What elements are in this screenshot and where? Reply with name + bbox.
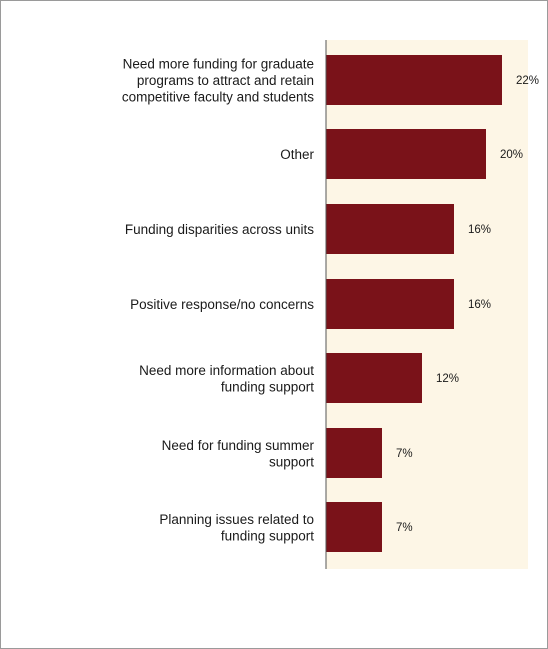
category-label-5-line-1: Need more information about — [139, 363, 314, 378]
category-label-1: Need more funding for graduate programs t… — [122, 57, 314, 105]
category-label-6-line-1: Need for funding summer — [162, 438, 315, 453]
bar-2 — [326, 129, 486, 179]
category-label-1-line-3: competitive faculty and students — [122, 90, 314, 105]
category-label-5-line-2: funding support — [221, 379, 314, 394]
value-label-3: 16% — [468, 224, 491, 236]
category-label-4: Positive response/no concerns — [130, 297, 314, 312]
category-label-6-line-2: support — [269, 454, 314, 469]
category-label-2: Other — [280, 147, 314, 162]
value-label-1: 22% — [516, 75, 539, 87]
bar-6 — [326, 428, 382, 478]
value-labels-group: 22% 20% 16% 16% 12% 7% 7% — [396, 75, 539, 534]
category-label-1-line-1: Need more funding for graduate — [123, 57, 314, 72]
category-label-5: Need more information about funding suppo… — [139, 363, 314, 395]
category-label-6: Need for funding summer support — [162, 438, 315, 470]
category-label-7-line-2: funding support — [221, 528, 314, 543]
category-label-4-line-1: Positive response/no concerns — [130, 297, 314, 312]
bar-7 — [326, 502, 382, 552]
category-label-7: Planning issues related to funding suppor… — [159, 512, 314, 544]
category-label-3-line-1: Funding disparities across units — [125, 222, 314, 237]
value-label-4: 16% — [468, 299, 491, 311]
value-label-5: 12% — [436, 373, 459, 385]
value-label-2: 20% — [500, 149, 523, 161]
bars-group — [326, 55, 502, 552]
category-labels-group: Need more funding for graduate programs t… — [122, 57, 315, 544]
category-label-2-line-1: Other — [280, 147, 314, 162]
category-label-1-line-2: programs to attract and retain — [137, 73, 314, 88]
bar-1 — [326, 55, 502, 105]
category-label-7-line-1: Planning issues related to — [159, 512, 314, 527]
bar-5 — [326, 353, 422, 403]
value-label-6: 7% — [396, 448, 413, 460]
category-label-3: Funding disparities across units — [125, 222, 314, 237]
bar-4 — [326, 279, 454, 329]
value-label-7: 7% — [396, 522, 413, 534]
bar-3 — [326, 204, 454, 254]
